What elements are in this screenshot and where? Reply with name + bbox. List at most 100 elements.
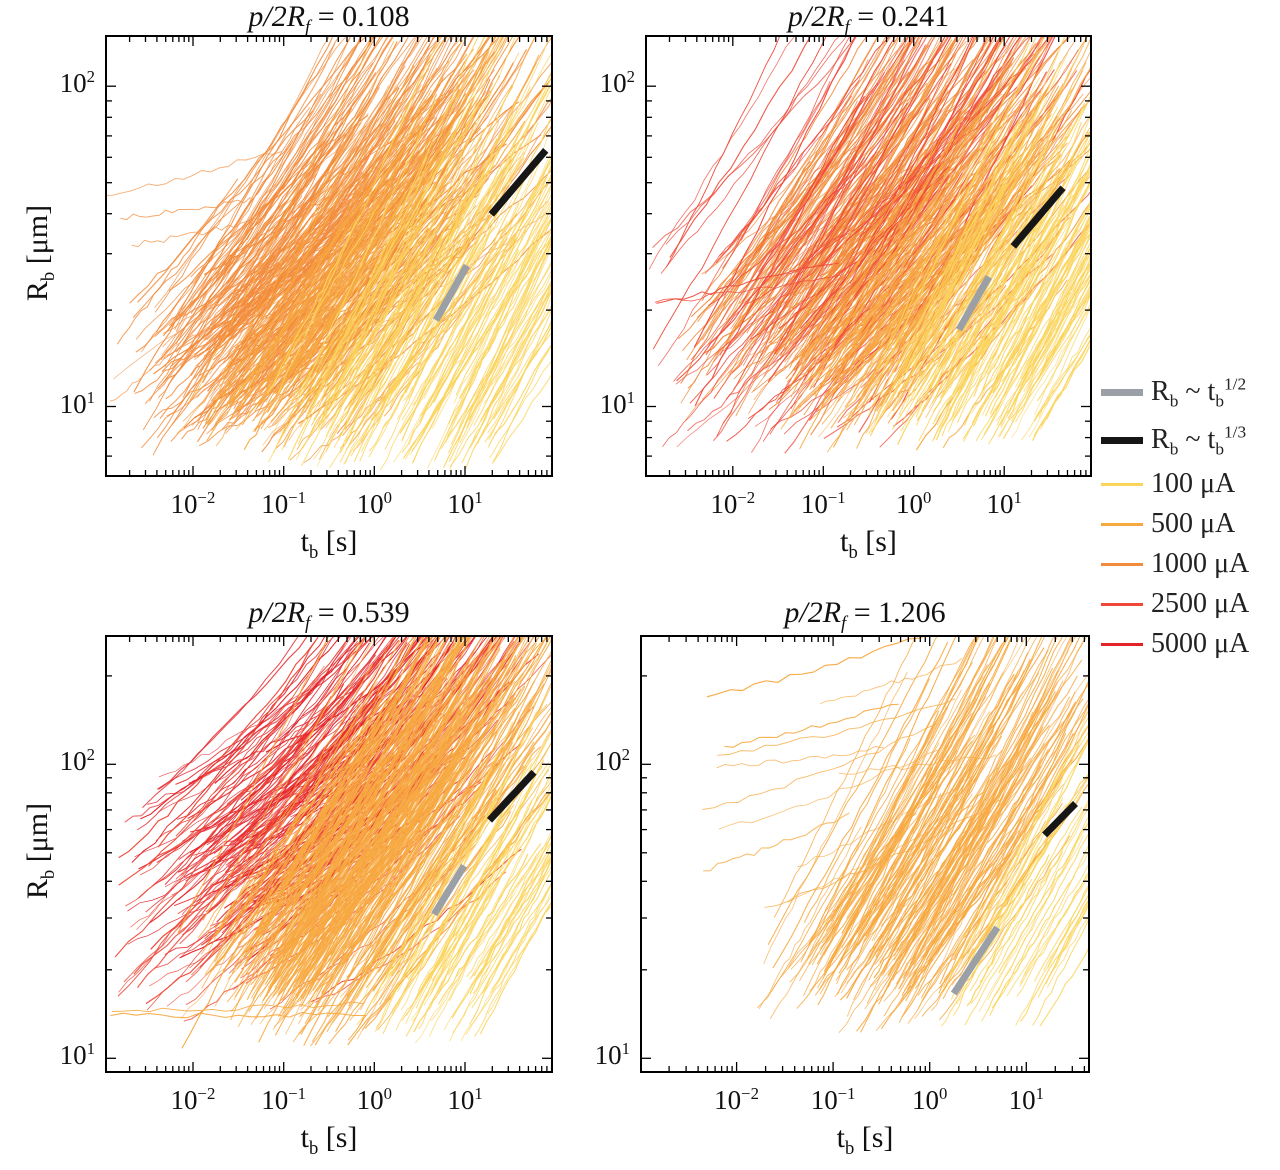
trace	[798, 195, 942, 362]
trace	[769, 36, 958, 331]
trace	[767, 636, 938, 946]
trace	[278, 681, 500, 965]
trace	[230, 36, 388, 310]
trace	[493, 331, 552, 420]
trace	[856, 229, 971, 398]
trace	[395, 667, 552, 971]
trace	[825, 636, 978, 937]
trace	[451, 856, 552, 1019]
trace	[972, 181, 1091, 368]
trace	[135, 131, 330, 340]
trace	[705, 82, 879, 356]
trace	[148, 636, 351, 867]
trace	[206, 36, 394, 336]
trace	[987, 806, 1089, 1001]
panel-2-ylabel: Rb [μm]	[21, 802, 59, 900]
trace	[246, 67, 438, 398]
trace	[189, 36, 373, 402]
trace	[403, 226, 513, 402]
trace	[154, 36, 390, 338]
trace	[260, 53, 468, 387]
trace	[328, 220, 453, 438]
trace	[857, 636, 1027, 936]
trace	[335, 636, 527, 923]
trace	[991, 179, 1091, 389]
trace	[942, 702, 1089, 993]
trace	[322, 172, 480, 426]
trace	[272, 693, 443, 1005]
panel-3-xtick-1: 10−1	[810, 1084, 856, 1115]
panel-1-frame	[645, 35, 1092, 477]
trace	[265, 636, 469, 997]
trace	[487, 323, 552, 434]
trace	[763, 671, 908, 965]
trace	[449, 851, 551, 1042]
trace	[110, 1011, 366, 1019]
legend-current-label-2: 1000 μA	[1151, 548, 1250, 579]
trace	[857, 676, 1025, 946]
trace	[882, 36, 1011, 267]
trace	[109, 313, 222, 402]
trace	[144, 156, 337, 405]
trace	[807, 707, 949, 959]
panel-0-ticks	[107, 37, 553, 475]
trace	[405, 800, 533, 1017]
trace	[940, 879, 1033, 1027]
trace	[827, 128, 979, 396]
trace	[355, 36, 516, 394]
trace	[330, 726, 491, 956]
panel-3-guide-third	[1042, 801, 1078, 838]
trace	[301, 93, 477, 467]
trace	[273, 89, 543, 394]
trace	[483, 283, 552, 404]
trace	[883, 114, 1052, 335]
trace	[869, 146, 1028, 437]
trace	[275, 636, 459, 979]
trace	[443, 853, 552, 1031]
trace	[718, 749, 939, 830]
trace	[788, 207, 899, 388]
trace	[793, 36, 924, 290]
trace	[273, 675, 491, 985]
trace	[137, 723, 343, 988]
trace	[749, 58, 974, 338]
trace	[361, 727, 500, 972]
trace	[289, 36, 436, 293]
panel-0-xtick-0: 10−2	[170, 488, 216, 519]
panel-0-title: p/2Rf = 0.108	[248, 0, 410, 38]
trace	[117, 695, 332, 997]
trace	[411, 174, 552, 464]
trace	[375, 751, 500, 997]
trace	[891, 122, 1071, 430]
trace	[175, 636, 375, 785]
trace	[906, 103, 1041, 373]
trace	[776, 36, 941, 336]
trace	[281, 674, 432, 943]
trace	[1019, 843, 1089, 984]
trace	[162, 97, 372, 337]
trace	[162, 36, 382, 384]
trace	[770, 636, 977, 993]
trace	[767, 36, 1005, 383]
trace	[158, 636, 385, 813]
trace	[384, 680, 552, 1001]
trace	[785, 36, 944, 288]
legend-current-label-1: 500 μA	[1151, 508, 1236, 539]
trace	[215, 62, 374, 279]
trace	[891, 138, 1017, 392]
trace	[951, 204, 1065, 407]
trace	[938, 732, 1067, 994]
trace	[648, 36, 796, 270]
trace	[267, 636, 469, 993]
trace	[401, 115, 552, 442]
panel-2-xtick-2: 100	[356, 1084, 393, 1115]
trace	[278, 194, 430, 402]
trace	[1000, 266, 1091, 429]
trace	[329, 116, 520, 469]
trace	[133, 36, 334, 393]
trace	[230, 278, 344, 406]
trace	[1004, 231, 1091, 367]
trace	[208, 124, 366, 409]
trace	[906, 636, 1074, 952]
panel-2-series-2-500μA	[177, 636, 552, 1049]
